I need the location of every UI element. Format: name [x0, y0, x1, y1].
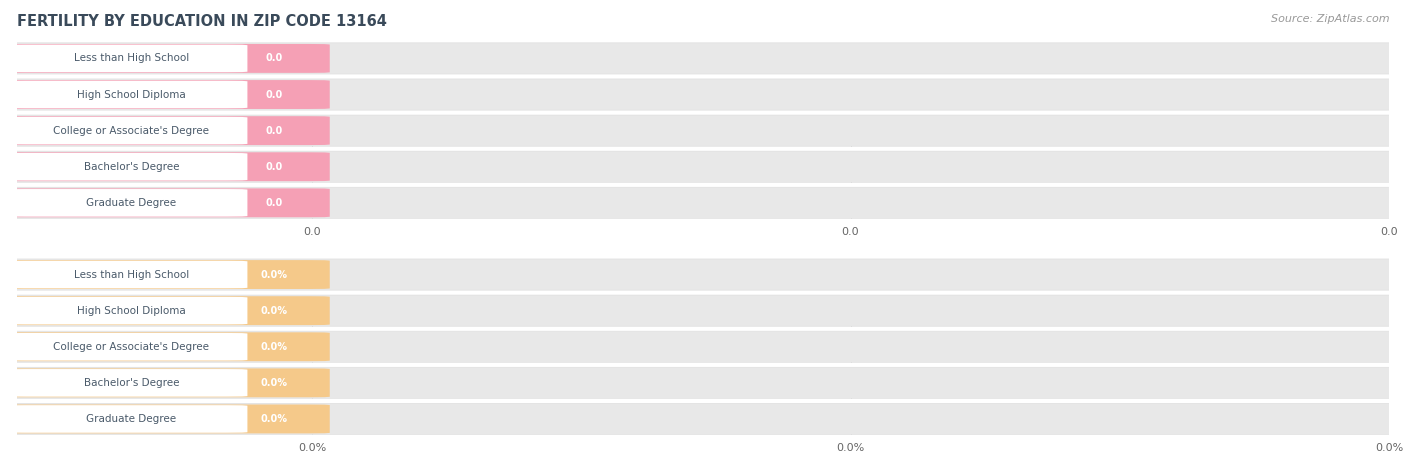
Text: 0.0%: 0.0%	[260, 342, 288, 352]
Text: Graduate Degree: Graduate Degree	[86, 198, 177, 208]
FancyBboxPatch shape	[0, 259, 1406, 290]
FancyBboxPatch shape	[4, 153, 247, 180]
FancyBboxPatch shape	[0, 115, 1406, 146]
FancyBboxPatch shape	[4, 369, 247, 397]
Text: 0.0: 0.0	[1381, 227, 1398, 237]
Text: 0.0%: 0.0%	[298, 443, 326, 453]
FancyBboxPatch shape	[0, 44, 330, 73]
Text: 0.0: 0.0	[266, 162, 283, 172]
FancyBboxPatch shape	[4, 45, 247, 72]
Text: 0.0: 0.0	[304, 227, 321, 237]
Text: College or Associate's Degree: College or Associate's Degree	[53, 125, 209, 136]
Text: College or Associate's Degree: College or Associate's Degree	[53, 342, 209, 352]
Text: 0.0: 0.0	[266, 89, 283, 100]
FancyBboxPatch shape	[0, 405, 330, 433]
FancyBboxPatch shape	[4, 189, 247, 217]
Text: High School Diploma: High School Diploma	[77, 89, 186, 100]
Text: 0.0%: 0.0%	[837, 443, 865, 453]
Text: 0.0%: 0.0%	[260, 414, 288, 424]
FancyBboxPatch shape	[0, 43, 1406, 74]
FancyBboxPatch shape	[4, 261, 247, 288]
Text: 0.0%: 0.0%	[260, 269, 288, 280]
FancyBboxPatch shape	[0, 151, 1406, 182]
FancyBboxPatch shape	[0, 332, 330, 361]
Text: Bachelor's Degree: Bachelor's Degree	[84, 162, 179, 172]
Text: Source: ZipAtlas.com: Source: ZipAtlas.com	[1271, 14, 1389, 24]
Text: 0.0%: 0.0%	[1375, 443, 1403, 453]
Text: 0.0: 0.0	[266, 198, 283, 208]
FancyBboxPatch shape	[4, 117, 247, 144]
FancyBboxPatch shape	[4, 405, 247, 433]
Text: 0.0: 0.0	[842, 227, 859, 237]
FancyBboxPatch shape	[0, 367, 1406, 399]
FancyBboxPatch shape	[0, 152, 330, 181]
FancyBboxPatch shape	[0, 331, 1406, 362]
FancyBboxPatch shape	[0, 296, 330, 325]
FancyBboxPatch shape	[0, 189, 330, 217]
Text: 0.0: 0.0	[266, 53, 283, 64]
Text: 0.0%: 0.0%	[260, 378, 288, 388]
Text: 0.0: 0.0	[266, 125, 283, 136]
FancyBboxPatch shape	[0, 369, 330, 397]
FancyBboxPatch shape	[0, 116, 330, 145]
FancyBboxPatch shape	[0, 79, 1406, 110]
FancyBboxPatch shape	[4, 81, 247, 108]
FancyBboxPatch shape	[4, 297, 247, 324]
Text: 0.0%: 0.0%	[260, 305, 288, 316]
FancyBboxPatch shape	[0, 403, 1406, 435]
FancyBboxPatch shape	[0, 80, 330, 109]
Text: High School Diploma: High School Diploma	[77, 305, 186, 316]
FancyBboxPatch shape	[0, 260, 330, 289]
Text: Bachelor's Degree: Bachelor's Degree	[84, 378, 179, 388]
FancyBboxPatch shape	[0, 187, 1406, 218]
Text: Less than High School: Less than High School	[75, 53, 188, 64]
Text: FERTILITY BY EDUCATION IN ZIP CODE 13164: FERTILITY BY EDUCATION IN ZIP CODE 13164	[17, 14, 387, 29]
Text: Graduate Degree: Graduate Degree	[86, 414, 177, 424]
Text: Less than High School: Less than High School	[75, 269, 188, 280]
FancyBboxPatch shape	[0, 295, 1406, 326]
FancyBboxPatch shape	[4, 333, 247, 361]
